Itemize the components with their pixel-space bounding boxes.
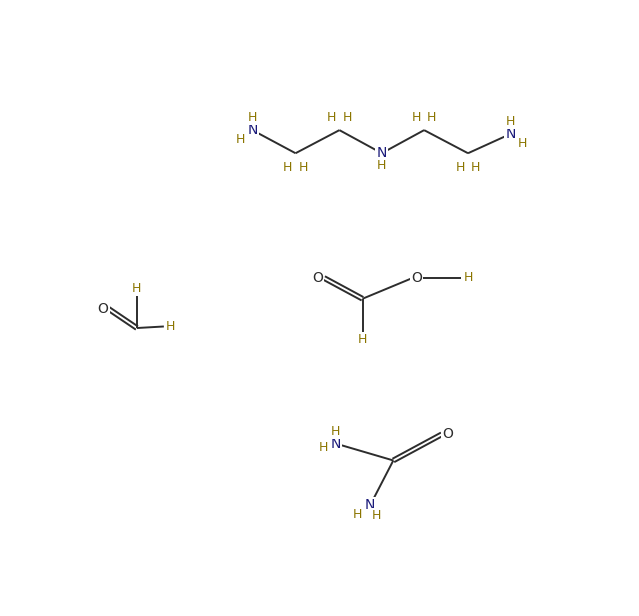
Text: H: H: [456, 161, 465, 174]
Text: H: H: [343, 111, 352, 124]
Text: N: N: [376, 146, 387, 160]
Text: H: H: [132, 282, 142, 295]
Text: H: H: [427, 111, 436, 124]
Text: H: H: [283, 161, 293, 174]
Text: H: H: [518, 137, 527, 150]
Text: H: H: [166, 320, 176, 333]
Text: H: H: [331, 424, 340, 438]
Text: H: H: [412, 111, 421, 124]
Text: N: N: [330, 437, 341, 450]
Text: O: O: [443, 428, 454, 441]
Text: O: O: [411, 271, 422, 285]
Text: H: H: [248, 111, 257, 124]
Text: H: H: [327, 111, 336, 124]
Text: H: H: [235, 133, 245, 146]
Text: H: H: [319, 441, 328, 454]
Text: H: H: [505, 115, 515, 128]
Text: N: N: [247, 123, 258, 137]
Text: H: H: [471, 161, 481, 174]
Text: H: H: [372, 509, 381, 522]
Text: H: H: [353, 508, 362, 521]
Text: O: O: [312, 271, 323, 285]
Text: N: N: [505, 127, 516, 141]
Text: N: N: [365, 498, 375, 512]
Text: H: H: [358, 333, 367, 346]
Text: H: H: [463, 272, 473, 285]
Text: H: H: [377, 159, 387, 172]
Text: H: H: [298, 161, 308, 174]
Text: O: O: [98, 302, 109, 316]
